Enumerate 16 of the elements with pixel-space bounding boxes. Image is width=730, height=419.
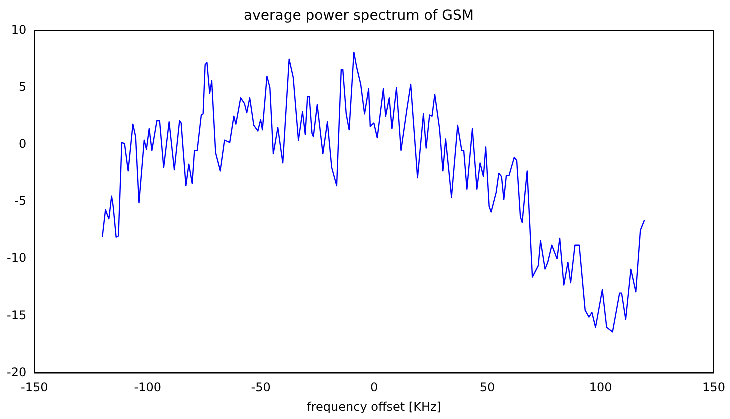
- x-tick-label: 150: [702, 380, 726, 395]
- y-tick-label: 10: [11, 22, 27, 37]
- x-tick-label: 0: [370, 380, 378, 395]
- x-tick-label: -150: [20, 380, 48, 395]
- chart-title: average power spectrum of GSM: [244, 8, 474, 24]
- x-tick-label: -100: [134, 380, 162, 395]
- x-tick-label: 100: [589, 380, 612, 395]
- y-tick-label: -5: [14, 194, 27, 208]
- y-tick-label: -15: [6, 308, 27, 322]
- y-tick-label: -20: [6, 365, 27, 380]
- x-tick-label: -50: [251, 380, 271, 395]
- y-tick-label: -10: [6, 251, 27, 266]
- y-tick-label: 0: [18, 137, 27, 152]
- x-tick-label: 50: [480, 380, 496, 395]
- y-tick-label: 5: [18, 80, 27, 94]
- x-axis-title: frequency offset [KHz]: [307, 400, 442, 414]
